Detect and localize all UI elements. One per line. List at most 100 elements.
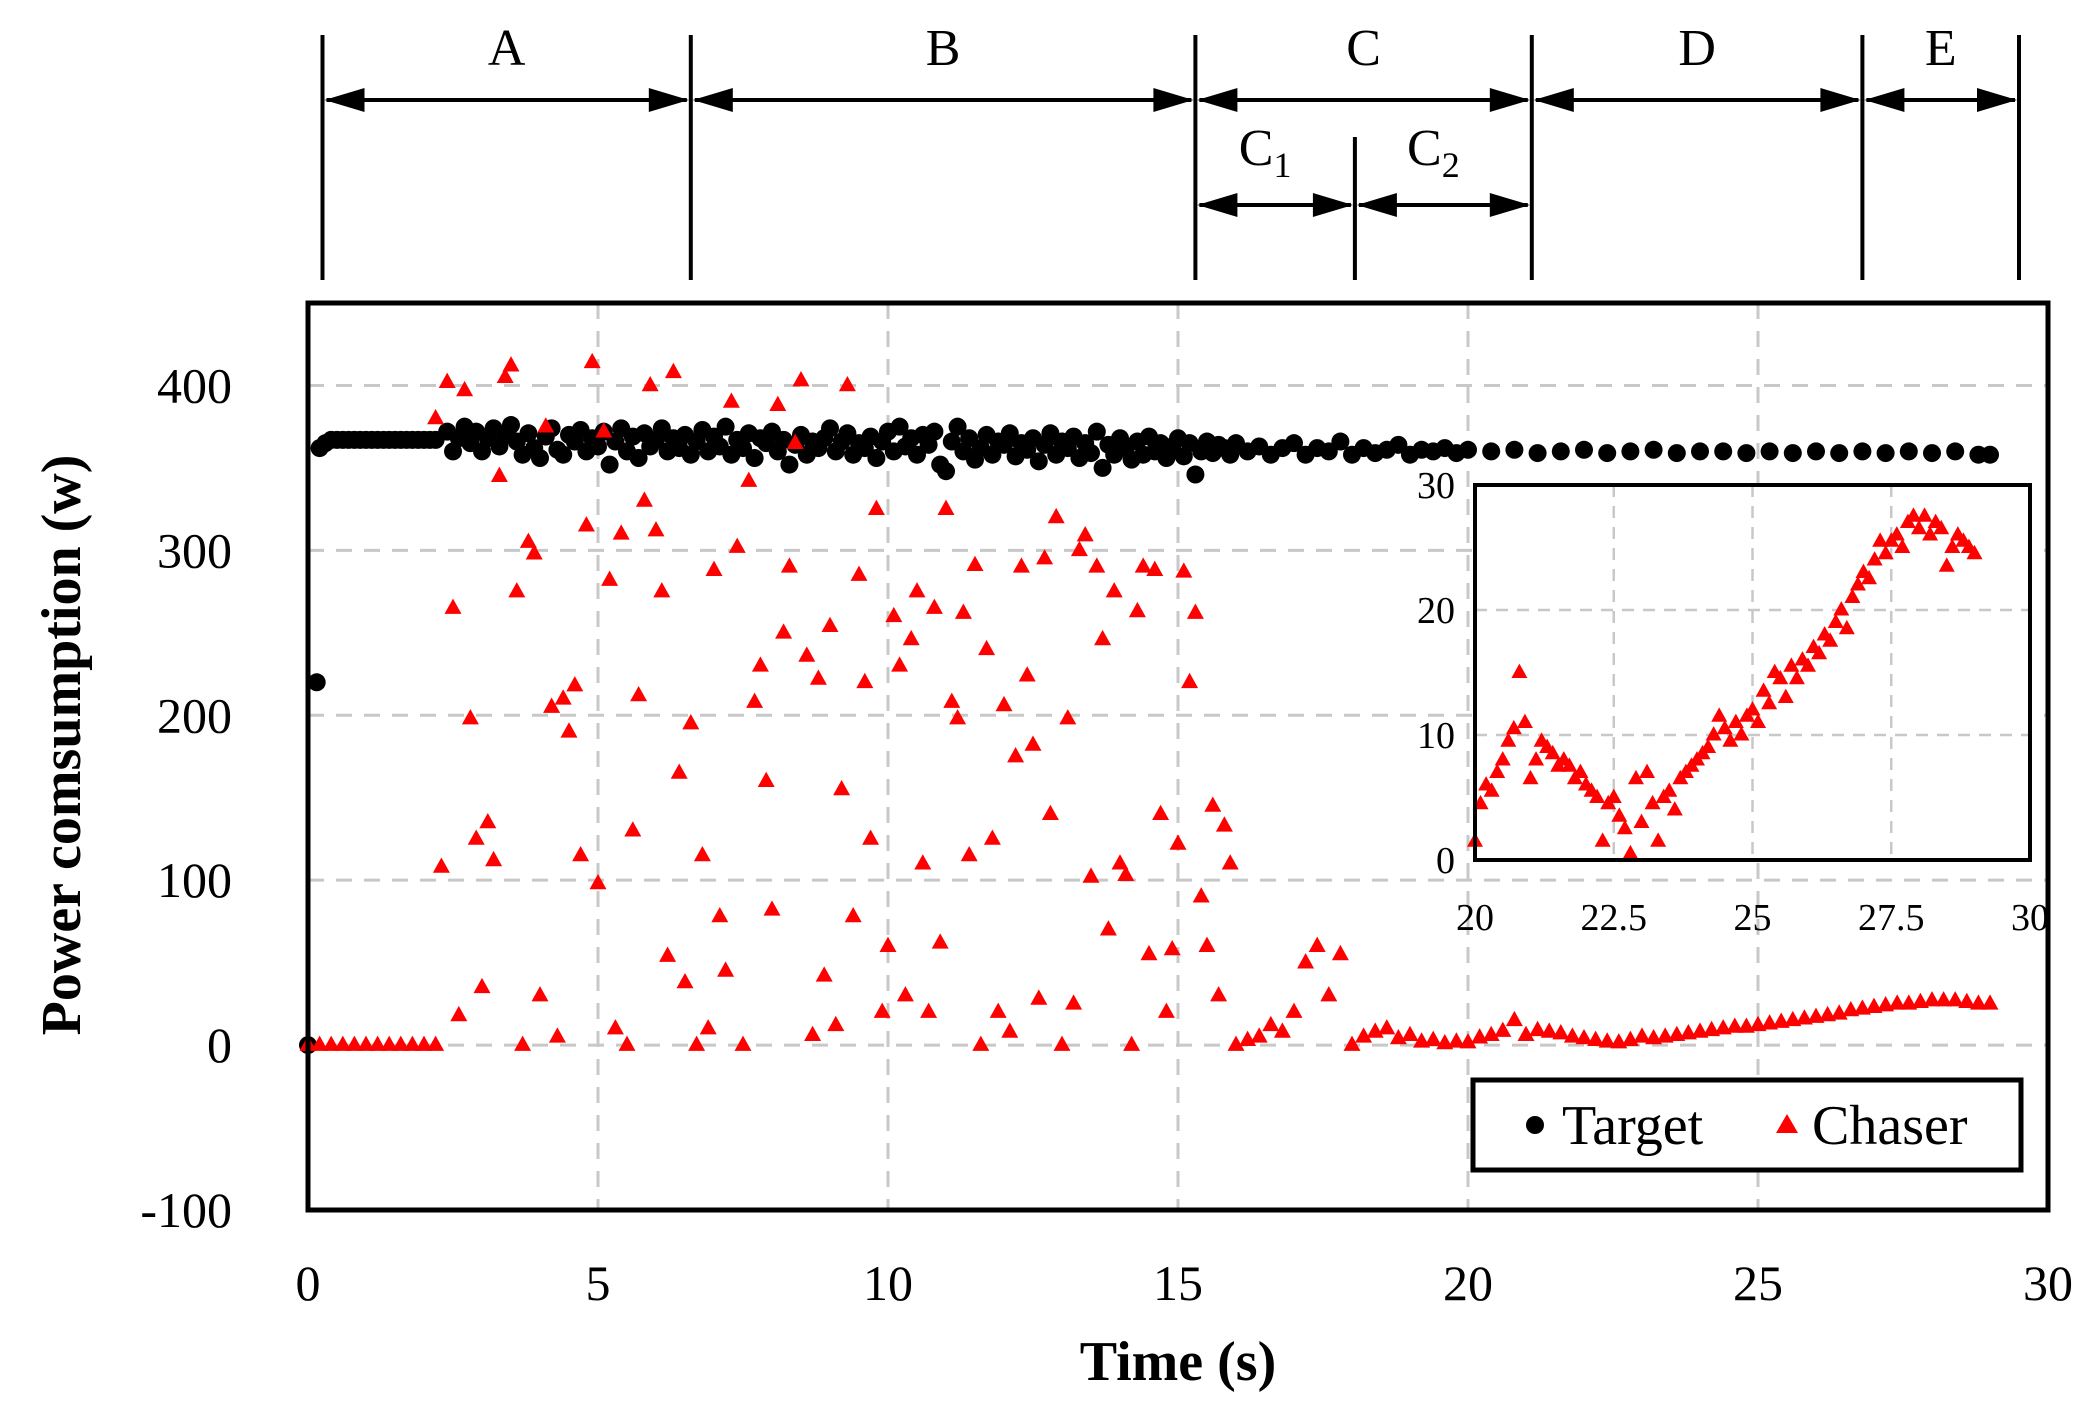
chaser-point bbox=[978, 639, 996, 656]
target-point bbox=[589, 437, 607, 456]
inset-chaser-point bbox=[1727, 713, 1744, 728]
chaser-point bbox=[624, 821, 642, 837]
chaser-point bbox=[1099, 920, 1117, 936]
legend-chaser-marker bbox=[1776, 1114, 1798, 1133]
inset-panel: 20 22.5 25 27.5 30 0 10 20 30 bbox=[1417, 465, 2049, 939]
chaser-point bbox=[1436, 1033, 1454, 1050]
plot-frame bbox=[305, 300, 2051, 1213]
chaser-point bbox=[1679, 1024, 1697, 1040]
subphase-subscript: 1 bbox=[1273, 145, 1291, 185]
chaser-point bbox=[322, 1035, 340, 1051]
chaser-point bbox=[485, 850, 503, 867]
arrow-head-left bbox=[324, 88, 365, 112]
x-tick-label: 25 bbox=[1733, 1255, 1783, 1311]
arrow-head-right bbox=[1489, 88, 1530, 112]
x-tick-label: 30 bbox=[2023, 1255, 2073, 1311]
inset-chaser-point bbox=[1500, 732, 1517, 747]
inset-chaser-point bbox=[1605, 788, 1622, 803]
chaser-point bbox=[1059, 709, 1077, 725]
chaser-point bbox=[1030, 989, 1048, 1005]
chaser-point bbox=[1117, 865, 1135, 882]
chaser-point bbox=[775, 623, 793, 639]
chaser-point bbox=[1076, 526, 1094, 542]
target-point bbox=[502, 416, 520, 435]
phase-arrow bbox=[1197, 88, 1530, 112]
chaser-point bbox=[1958, 992, 1976, 1009]
target-point bbox=[307, 673, 326, 692]
target-point bbox=[1807, 442, 1825, 461]
target-point bbox=[1667, 444, 1686, 463]
chaser-point bbox=[1645, 1029, 1663, 1045]
inset-chaser-point bbox=[1833, 601, 1850, 616]
chaser-point bbox=[1726, 1017, 1744, 1033]
chaser-point bbox=[1320, 986, 1338, 1002]
inset-chaser-point bbox=[1627, 769, 1644, 785]
phase-label: A bbox=[488, 20, 526, 77]
inset-x-tick-label: 30 bbox=[2011, 897, 2049, 939]
target-point bbox=[890, 417, 909, 436]
inset-background bbox=[1475, 485, 2030, 860]
chaser-point bbox=[589, 873, 607, 890]
chaser-point bbox=[856, 672, 874, 689]
inset-chaser-point bbox=[1905, 507, 1922, 522]
chaser-point bbox=[902, 629, 920, 646]
chaser-point bbox=[653, 582, 671, 598]
target-point bbox=[1482, 442, 1501, 461]
chaser-point bbox=[467, 829, 485, 845]
inset-chaser-point bbox=[1861, 569, 1878, 585]
chaser-point bbox=[641, 375, 659, 392]
x-tick-label: 5 bbox=[586, 1255, 611, 1311]
target-point bbox=[1737, 444, 1756, 463]
inset-chaser-point bbox=[1589, 788, 1606, 803]
target-point bbox=[745, 449, 764, 468]
target-point bbox=[629, 449, 648, 468]
inset-chaser-point bbox=[1489, 763, 1506, 778]
chaser-point bbox=[1819, 1005, 1837, 1022]
target-point bbox=[1598, 444, 1617, 463]
chaser-point bbox=[380, 1035, 398, 1051]
chaser-point bbox=[1865, 997, 1883, 1013]
phase-arrow bbox=[692, 88, 1194, 112]
chaser-point bbox=[1186, 603, 1204, 619]
chaser-point bbox=[1036, 549, 1054, 565]
chaser-point bbox=[862, 829, 880, 845]
chaser-point bbox=[949, 709, 967, 725]
target-point bbox=[925, 422, 944, 441]
inset-chaser-point bbox=[1616, 819, 1633, 835]
arrow-head-right bbox=[1489, 193, 1530, 217]
x-tick-label: 0 bbox=[296, 1255, 321, 1311]
inset-chaser-point bbox=[1494, 751, 1511, 766]
phase-label: B bbox=[926, 20, 961, 77]
chaser-point bbox=[1227, 1035, 1245, 1051]
chaser-point bbox=[630, 685, 648, 702]
chaser-point bbox=[1012, 557, 1030, 573]
target-point bbox=[867, 449, 886, 468]
chaser-point bbox=[937, 499, 955, 515]
inset-chaser-point bbox=[1522, 769, 1539, 785]
target-point bbox=[1830, 444, 1849, 463]
target-point bbox=[1714, 442, 1733, 461]
target-point bbox=[821, 419, 839, 438]
chaser-point bbox=[1691, 1022, 1709, 1038]
chaser-point bbox=[1911, 992, 1929, 1009]
chaser-point bbox=[618, 1035, 636, 1051]
chaser-point bbox=[920, 1002, 938, 1018]
chaser-point bbox=[873, 1002, 891, 1018]
chaser-point bbox=[1262, 1015, 1280, 1032]
chaser-point bbox=[1563, 1027, 1581, 1043]
y-tick-label: 100 bbox=[157, 852, 232, 908]
chaser-point bbox=[1001, 1022, 1019, 1038]
chaser-point bbox=[438, 372, 456, 388]
chaser-point bbox=[479, 812, 497, 829]
chaser-point bbox=[635, 491, 653, 507]
chaser-point bbox=[403, 1035, 421, 1051]
inset-chaser-point bbox=[1505, 719, 1522, 735]
chaser-point bbox=[1401, 1025, 1419, 1042]
inset-chaser-point bbox=[1528, 751, 1545, 766]
target-point bbox=[1186, 465, 1205, 484]
chaser-point bbox=[1163, 939, 1181, 956]
phase-arrow bbox=[1864, 88, 2017, 112]
y-tick-label: -100 bbox=[140, 1182, 232, 1238]
subphase-label: C2 bbox=[1407, 120, 1460, 185]
